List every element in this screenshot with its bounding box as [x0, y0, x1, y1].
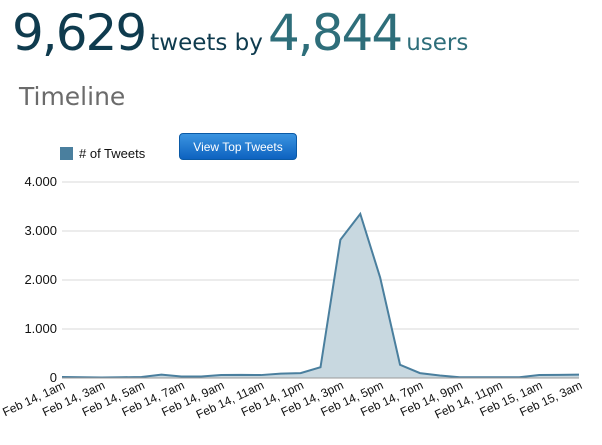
view-top-tweets-button[interactable]: View Top Tweets [179, 133, 297, 160]
users-count: 4,844 [267, 4, 403, 62]
y-tick-label: 3.000 [24, 223, 57, 238]
y-tick-label: 4.000 [24, 174, 57, 189]
series-area [62, 213, 579, 378]
legend-label: # of Tweets [79, 146, 146, 161]
tweets-count: 9,629 [12, 4, 147, 62]
series-line [61, 211, 580, 379]
tweets-label: tweets by [150, 30, 263, 56]
y-tick-label: 1.000 [24, 321, 57, 336]
section-title: Timeline [19, 82, 126, 111]
tweet-stats: 9,629 tweets by 4,844 users [12, 2, 468, 64]
y-tick-label: 0 [50, 370, 57, 385]
legend-swatch [60, 147, 73, 160]
users-label: users [406, 30, 469, 56]
y-tick-label: 2.000 [24, 272, 57, 287]
chart-legend: # of Tweets [60, 146, 145, 161]
